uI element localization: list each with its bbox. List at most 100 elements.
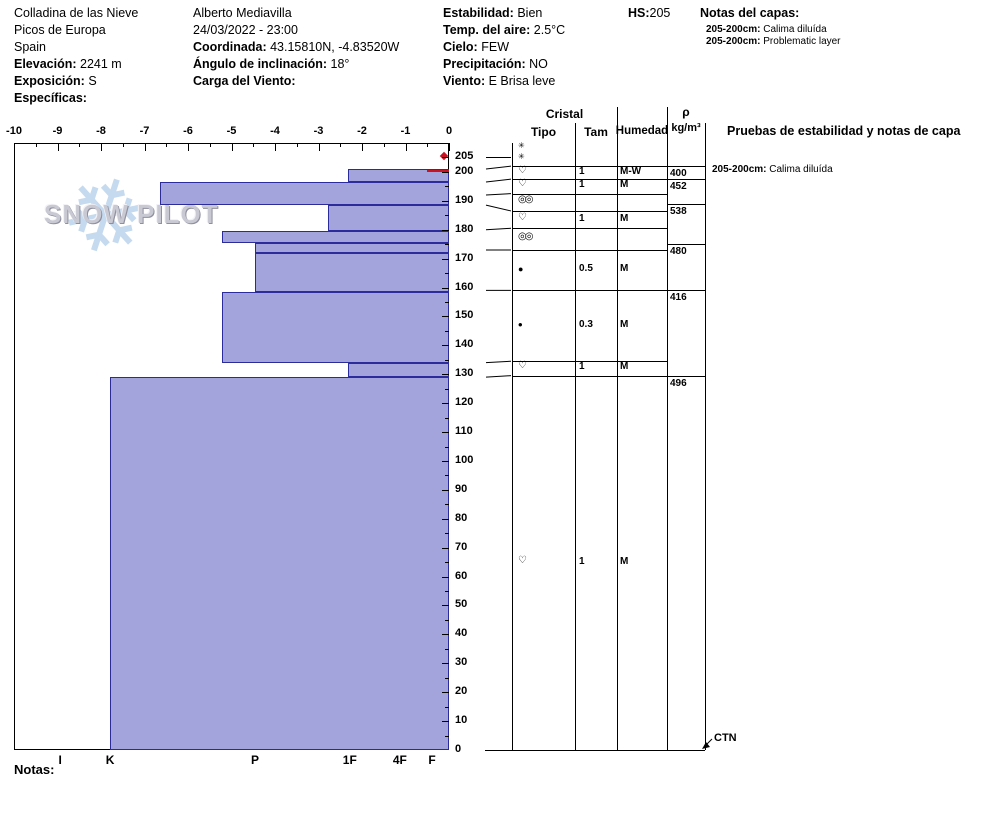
layer-bar bbox=[221, 231, 449, 243]
leader-line bbox=[485, 204, 512, 212]
depth-axis-tick bbox=[442, 316, 449, 318]
leader-line bbox=[485, 360, 512, 364]
site-name: Colladina de las Nieve bbox=[14, 6, 139, 20]
depth-axis-tick bbox=[445, 446, 449, 448]
layer-bar bbox=[110, 377, 449, 750]
depth-axis-tick bbox=[445, 591, 449, 593]
temp-axis-label: -10 bbox=[6, 125, 22, 137]
precip-value: NO bbox=[529, 57, 548, 71]
layer-note-2-range: 205-200cm: bbox=[706, 36, 761, 47]
temp-axis-label: -4 bbox=[270, 125, 280, 137]
grain-size: 1 bbox=[579, 212, 585, 224]
temp-axis-minor-tick bbox=[253, 143, 255, 147]
density-row-line bbox=[667, 290, 705, 292]
temp-axis-minor-tick bbox=[35, 143, 37, 147]
depth-axis-tick bbox=[442, 663, 449, 665]
grain-row-line bbox=[512, 179, 667, 181]
depth-axis-label: 40 bbox=[455, 627, 468, 640]
layer-bar bbox=[348, 362, 449, 378]
grain-row-line bbox=[512, 290, 667, 292]
density-row-line bbox=[667, 203, 705, 205]
ctn-arrow-line bbox=[704, 738, 713, 747]
depth-axis-label: 20 bbox=[455, 685, 468, 698]
ctn-arrow-head bbox=[702, 742, 710, 749]
temp-axis-label: -5 bbox=[226, 125, 237, 137]
coords-label: Coordinada: bbox=[193, 40, 267, 54]
grain-wetness: M bbox=[620, 361, 629, 373]
depth-axis-tick bbox=[442, 721, 449, 723]
temp-axis-tick bbox=[275, 143, 276, 151]
grain-symbol: ♡ bbox=[518, 178, 527, 190]
incline-label: Ángulo de inclinación: bbox=[193, 57, 328, 71]
depth-axis-label: 80 bbox=[455, 511, 468, 524]
specifics-line: Específicas: bbox=[14, 91, 87, 105]
depth-axis-tick bbox=[442, 692, 449, 694]
cristal-header: Cristal bbox=[545, 107, 584, 121]
depth-axis-tick bbox=[445, 273, 449, 275]
depth-axis-label: 190 bbox=[455, 193, 474, 206]
depth-axis-label: 50 bbox=[455, 598, 468, 611]
grain-size: 1 bbox=[579, 165, 585, 177]
density-symbol-header: ρ bbox=[682, 105, 690, 119]
depth-axis-label: 30 bbox=[455, 656, 468, 669]
table-bottom-line bbox=[485, 750, 705, 751]
grain-symbol: ◎◎ bbox=[518, 231, 534, 243]
depth-axis-tick bbox=[442, 634, 449, 636]
grain-wetness: M-W bbox=[620, 165, 642, 177]
density-value: 400 bbox=[670, 168, 687, 180]
grain-wetness: M bbox=[620, 263, 629, 275]
specifics-label: Específicas: bbox=[14, 91, 87, 105]
layer-note-2-text: Problematic layer bbox=[763, 36, 841, 47]
temp-axis-label: 0 bbox=[445, 125, 453, 137]
aspect-label: Exposición: bbox=[14, 74, 85, 88]
table-column-line bbox=[512, 143, 513, 750]
depth-axis-tick bbox=[442, 460, 449, 462]
depth-axis-label: 100 bbox=[455, 453, 474, 466]
site-country: Spain bbox=[14, 40, 46, 54]
leader-line bbox=[485, 227, 512, 231]
temp-axis-label: -7 bbox=[139, 125, 150, 137]
precip-label: Precipitación: bbox=[443, 57, 526, 71]
sky-label: Cielo: bbox=[443, 40, 478, 54]
depth-axis-tick bbox=[442, 200, 449, 202]
grain-row-line bbox=[512, 361, 667, 363]
depth-axis-tick bbox=[442, 229, 449, 231]
depth-axis-tick bbox=[445, 677, 449, 679]
grain-size: 1 bbox=[579, 179, 585, 191]
depth-axis-label: 180 bbox=[455, 222, 474, 235]
humedad-header: Humedad bbox=[615, 125, 669, 137]
stability-panel-header: Pruebas de estabilidad y notas de capa bbox=[727, 124, 961, 138]
density-value: 538 bbox=[670, 205, 687, 217]
grain-row-line bbox=[512, 375, 667, 377]
sky-value: FEW bbox=[481, 40, 509, 54]
depth-axis-tick bbox=[445, 706, 449, 708]
depth-axis-label: 90 bbox=[455, 482, 468, 495]
depth-axis-tick bbox=[442, 157, 449, 159]
density-units-header: kg/m³ bbox=[671, 122, 701, 134]
grain-symbol: ✳ bbox=[518, 140, 525, 150]
flagged-layer bbox=[427, 170, 449, 173]
coords-value: 43.15810N, -4.83520W bbox=[270, 40, 400, 54]
hs-line: HS:205 bbox=[628, 6, 670, 20]
layer-note-1: 205-200cm: Calima diluída bbox=[706, 24, 827, 35]
temp-axis-tick bbox=[188, 143, 189, 151]
tam-header: Tam bbox=[584, 125, 608, 139]
grain-size: 0.5 bbox=[579, 263, 593, 275]
temp-axis-tick bbox=[362, 143, 363, 151]
temp-axis-minor-tick bbox=[383, 143, 385, 147]
grain-wetness: M bbox=[620, 318, 629, 330]
depth-axis-tick bbox=[445, 186, 449, 188]
hardness-axis-label: F bbox=[428, 753, 436, 767]
layer-bar bbox=[221, 291, 449, 363]
grain-symbol: ● bbox=[518, 264, 524, 275]
depth-axis-tick bbox=[442, 403, 449, 405]
depth-axis-label: 110 bbox=[455, 425, 473, 438]
footer-notes-line: Notas: bbox=[14, 762, 55, 777]
depth-axis-tick bbox=[445, 533, 449, 535]
depth-axis-tick bbox=[445, 417, 449, 419]
stability-layer-note: 205-200cm: Calima diluída bbox=[712, 164, 833, 175]
temp-axis-tick bbox=[405, 143, 407, 151]
temp-axis-label: -2 bbox=[357, 125, 367, 137]
depth-axis-tick bbox=[442, 547, 449, 549]
depth-axis-label: 120 bbox=[455, 396, 474, 409]
